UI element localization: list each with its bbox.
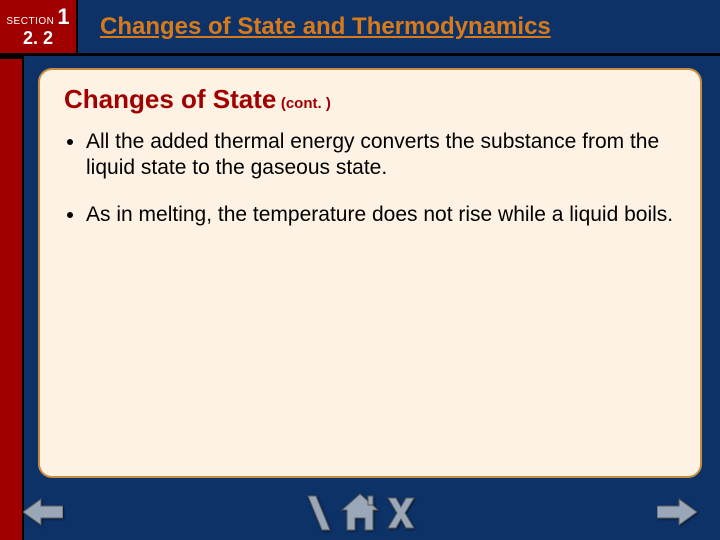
prev-button[interactable]: [22, 495, 64, 529]
content-subheading: Changes of State (cont. ): [64, 84, 676, 115]
bullet-item: As in melting, the temperature does not …: [86, 202, 676, 228]
section-subnumber: 2. 2: [23, 28, 53, 49]
subheading-main: Changes of State: [64, 84, 276, 114]
arrow-left-icon: [23, 497, 63, 527]
nav-center-group: [302, 492, 418, 532]
slide-title: Changes of State and Thermodynamics: [100, 13, 551, 41]
bullet-item: All the added thermal energy converts th…: [86, 129, 676, 182]
subheading-cont: (cont. ): [281, 95, 331, 112]
left-sidebar: [0, 56, 24, 540]
section-number: 1: [57, 4, 69, 30]
section-label: SECTION: [6, 16, 54, 27]
nav-controls: [0, 492, 720, 532]
section-badge: SECTION 1 2. 2: [0, 0, 78, 53]
bullet-list: All the added thermal energy converts th…: [64, 129, 676, 228]
back-slash-icon[interactable]: [302, 494, 336, 532]
slide-header: SECTION 1 2. 2 Changes of State and Ther…: [0, 0, 720, 56]
home-icon[interactable]: [338, 492, 382, 532]
title-bar: Changes of State and Thermodynamics: [78, 0, 720, 53]
arrow-right-icon: [657, 497, 697, 527]
close-x-icon[interactable]: [384, 494, 418, 532]
next-button[interactable]: [656, 495, 698, 529]
content-panel: Changes of State (cont. ) All the added …: [38, 68, 702, 478]
